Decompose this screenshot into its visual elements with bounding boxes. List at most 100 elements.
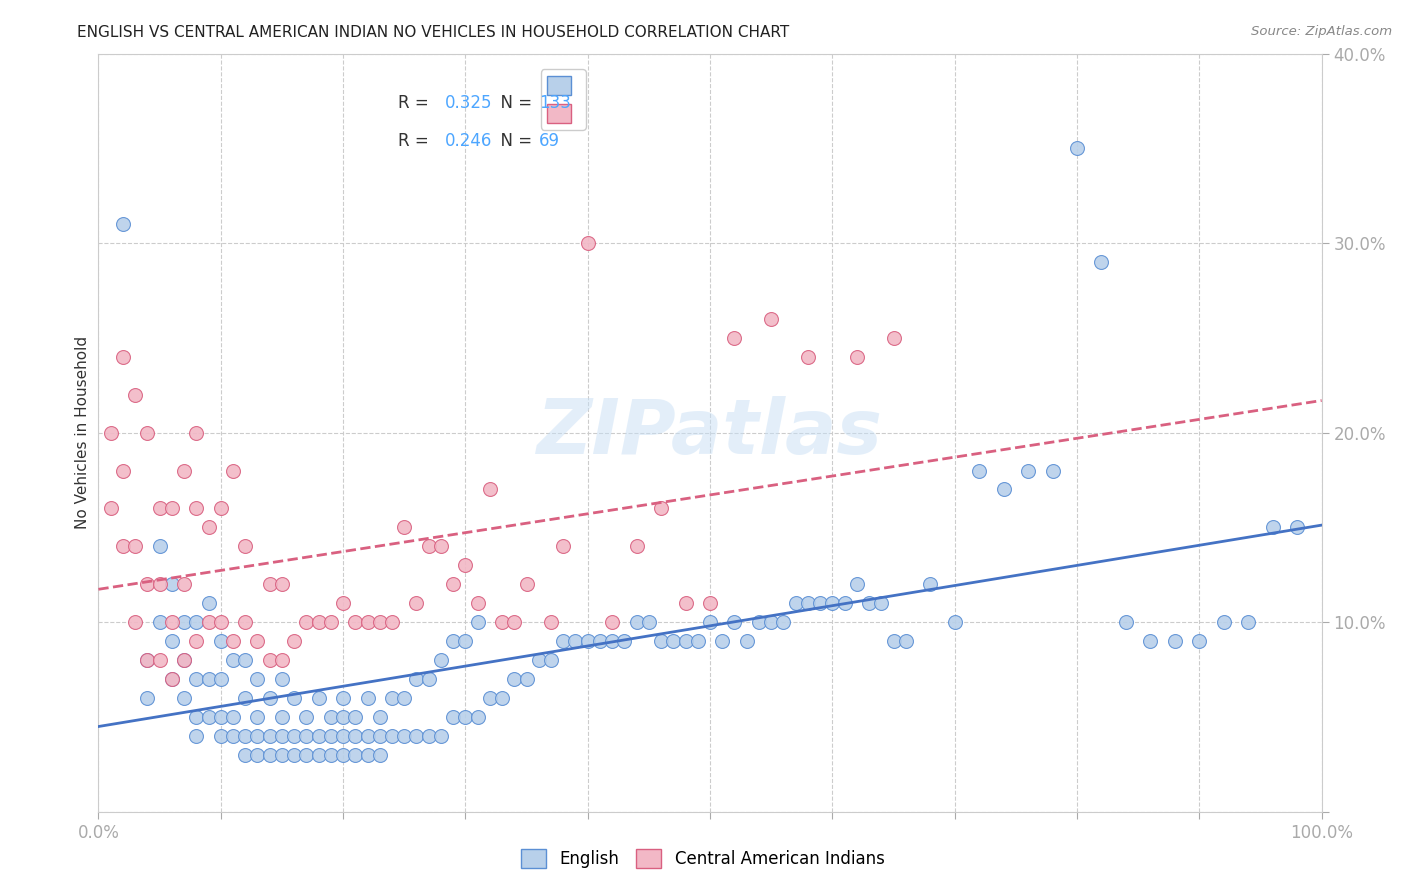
Point xyxy=(160,672,183,686)
Point xyxy=(845,350,868,364)
Point xyxy=(772,615,794,630)
Point xyxy=(136,425,159,440)
Point xyxy=(136,577,159,591)
Point xyxy=(430,729,453,743)
Point xyxy=(600,634,623,648)
Point xyxy=(503,672,526,686)
Point xyxy=(186,501,208,516)
Point xyxy=(136,653,159,667)
Point xyxy=(246,672,269,686)
Legend: English, Central American Indians: English, Central American Indians xyxy=(515,843,891,875)
Point xyxy=(283,691,305,706)
Point xyxy=(467,596,489,610)
Point xyxy=(1237,615,1260,630)
Point xyxy=(344,729,367,743)
Point xyxy=(699,596,721,610)
Point xyxy=(233,539,256,553)
Point xyxy=(515,577,537,591)
Point xyxy=(270,747,294,762)
Point xyxy=(186,729,208,743)
Point xyxy=(283,747,305,762)
Point xyxy=(441,577,464,591)
Point xyxy=(478,691,501,706)
Point xyxy=(920,577,942,591)
Point xyxy=(883,331,905,345)
Point xyxy=(699,615,721,630)
Text: R =: R = xyxy=(398,94,434,112)
Point xyxy=(821,596,844,610)
Point xyxy=(381,691,404,706)
Point xyxy=(270,710,294,724)
Point xyxy=(283,634,305,648)
Point xyxy=(368,615,391,630)
Text: Source: ZipAtlas.com: Source: ZipAtlas.com xyxy=(1251,25,1392,38)
Point xyxy=(650,501,672,516)
Point xyxy=(197,710,219,724)
Point xyxy=(405,729,427,743)
Point xyxy=(344,615,367,630)
Point xyxy=(149,615,172,630)
Point xyxy=(785,596,807,610)
Point xyxy=(259,691,281,706)
Point xyxy=(808,596,831,610)
Point xyxy=(870,596,893,610)
Point xyxy=(418,672,440,686)
Point xyxy=(283,729,305,743)
Point xyxy=(173,615,195,630)
Point xyxy=(675,596,697,610)
Point xyxy=(576,634,599,648)
Point xyxy=(209,615,232,630)
Point xyxy=(735,634,758,648)
Point xyxy=(637,615,661,630)
Point xyxy=(160,634,183,648)
Point xyxy=(246,710,269,724)
Point xyxy=(675,634,697,648)
Point xyxy=(259,729,281,743)
Point xyxy=(454,634,477,648)
Point xyxy=(319,710,342,724)
Point xyxy=(173,464,195,478)
Point xyxy=(943,615,966,630)
Point xyxy=(797,350,820,364)
Point xyxy=(418,539,440,553)
Point xyxy=(478,483,501,497)
Point xyxy=(259,653,281,667)
Point xyxy=(368,747,391,762)
Point xyxy=(834,596,856,610)
Point xyxy=(662,634,685,648)
Point xyxy=(858,596,880,610)
Point xyxy=(295,710,318,724)
Text: ENGLISH VS CENTRAL AMERICAN INDIAN NO VEHICLES IN HOUSEHOLD CORRELATION CHART: ENGLISH VS CENTRAL AMERICAN INDIAN NO VE… xyxy=(77,25,790,40)
Point xyxy=(173,653,195,667)
Text: 133: 133 xyxy=(538,94,571,112)
Point xyxy=(197,615,219,630)
Point xyxy=(1212,615,1234,630)
Point xyxy=(332,691,354,706)
Point xyxy=(308,747,330,762)
Point xyxy=(1090,255,1112,269)
Point xyxy=(149,501,172,516)
Point xyxy=(967,464,990,478)
Point xyxy=(1261,520,1284,534)
Point xyxy=(173,577,195,591)
Point xyxy=(368,729,391,743)
Point xyxy=(993,483,1015,497)
Point xyxy=(1188,634,1211,648)
Point xyxy=(1115,615,1137,630)
Point xyxy=(650,634,672,648)
Point xyxy=(160,672,183,686)
Point xyxy=(540,615,562,630)
Point xyxy=(259,747,281,762)
Point xyxy=(356,729,378,743)
Point xyxy=(761,615,783,630)
Point xyxy=(319,615,342,630)
Point xyxy=(209,729,232,743)
Point xyxy=(1139,634,1161,648)
Text: R =: R = xyxy=(398,132,434,150)
Point xyxy=(124,388,146,402)
Point xyxy=(894,634,917,648)
Point xyxy=(259,577,281,591)
Point xyxy=(883,634,905,648)
Text: N =: N = xyxy=(489,132,537,150)
Point xyxy=(233,747,256,762)
